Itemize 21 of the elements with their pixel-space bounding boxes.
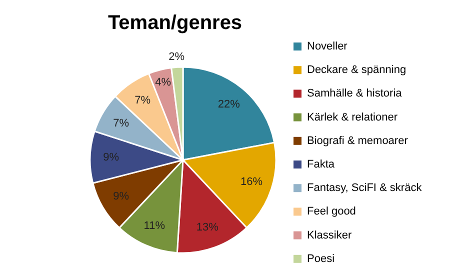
legend-label: Poesi bbox=[307, 252, 335, 265]
data-label: 7% bbox=[113, 117, 130, 130]
data-label: 7% bbox=[134, 94, 151, 106]
legend-label: Kärlek & relationer bbox=[307, 111, 398, 124]
data-label: 13% bbox=[196, 222, 219, 234]
data-label: 9% bbox=[113, 190, 130, 203]
data-label: 4% bbox=[155, 76, 172, 89]
chart-title: Teman/genres bbox=[108, 12, 242, 34]
data-label: 16% bbox=[240, 176, 263, 188]
legend-label: Noveller bbox=[307, 40, 348, 52]
data-label: 11% bbox=[144, 220, 166, 232]
legend-label: Fakta bbox=[307, 158, 336, 170]
data-label: 9% bbox=[103, 152, 120, 164]
legend-label: Samhälle & historia bbox=[307, 88, 403, 100]
legend-label: Biografi & memoarer bbox=[307, 134, 408, 147]
legend-label: Fantasy, SciFI & skräck bbox=[307, 182, 422, 194]
data-label: 22% bbox=[218, 98, 240, 111]
legend-label: Klassiker bbox=[307, 229, 352, 242]
data-label: 2% bbox=[168, 51, 185, 64]
legend-label: Deckare & spänning bbox=[307, 64, 406, 76]
legend-label: Feel good bbox=[307, 206, 356, 218]
